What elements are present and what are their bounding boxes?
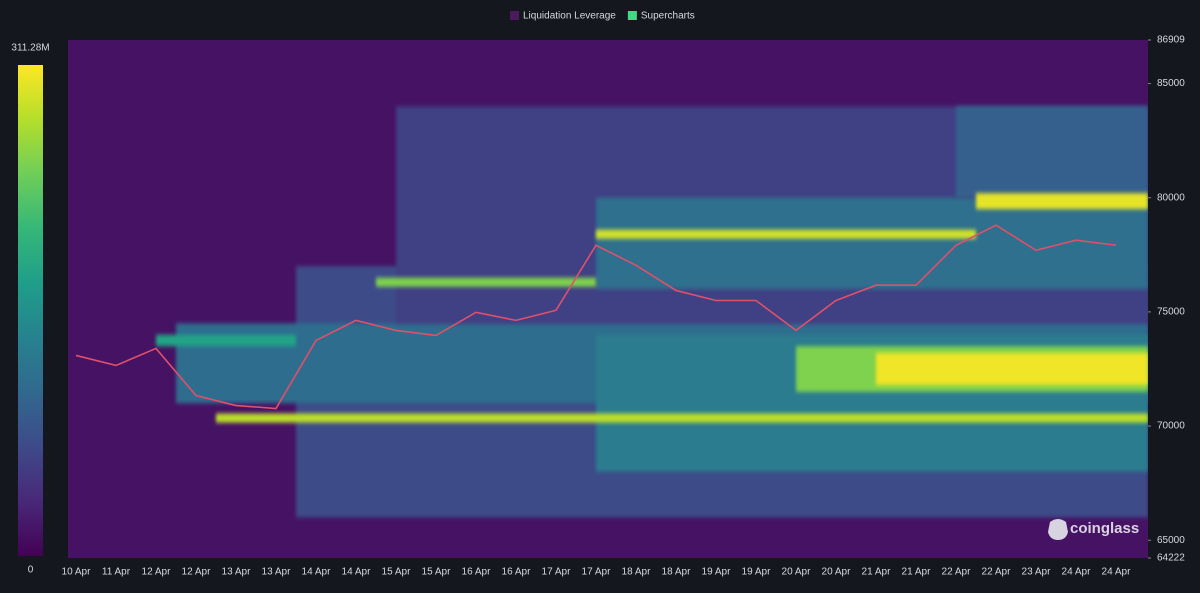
- x-tick-label: 24 Apr: [1062, 567, 1092, 578]
- x-tick-label: 21 Apr: [862, 567, 892, 578]
- logo-icon: [1048, 519, 1068, 540]
- price-line: [75, 224, 1117, 410]
- legend-label: Supercharts: [641, 11, 695, 22]
- x-tick-label: 24 Apr: [1102, 567, 1132, 578]
- x-tick-label: 11 Apr: [102, 567, 131, 578]
- heat-band: [156, 334, 296, 347]
- x-tick-label: 22 Apr: [982, 567, 1012, 578]
- x-tick-label: 20 Apr: [782, 567, 812, 578]
- y-tick-label: 85000: [1157, 78, 1185, 89]
- watermark-text: coinglass: [1070, 520, 1139, 537]
- legend: Liquidation Leverage Supercharts: [510, 11, 695, 22]
- x-tick-label: 17 Apr: [542, 567, 572, 578]
- x-tick-label: 15 Apr: [382, 567, 412, 578]
- x-tick-label: 22 Apr: [942, 567, 972, 578]
- x-tick-label: 19 Apr: [742, 567, 772, 578]
- x-tick-label: 12 Apr: [142, 567, 172, 578]
- x-tick-label: 19 Apr: [702, 567, 732, 578]
- heat-band: [596, 197, 1148, 290]
- y-tick-label: 65000: [1157, 535, 1185, 546]
- x-tick-label: 18 Apr: [622, 567, 652, 578]
- x-tick-label: 17 Apr: [582, 567, 612, 578]
- x-tick-label: 14 Apr: [302, 567, 332, 578]
- heat-band: [376, 277, 596, 287]
- legend-swatch: [510, 11, 519, 20]
- heat-band: [876, 353, 1148, 385]
- colorbar-label: 0: [28, 565, 34, 576]
- x-tick-label: 21 Apr: [902, 567, 932, 578]
- y-tick-label: 80000: [1157, 192, 1185, 203]
- colorbar: [18, 65, 43, 556]
- y-tick-label: 86909: [1157, 35, 1185, 46]
- x-tick-label: 18 Apr: [662, 567, 692, 578]
- x-tick-label: 20 Apr: [822, 567, 852, 578]
- colorbar-label: 311.28M: [11, 43, 49, 54]
- x-tick-label: 12 Apr: [182, 567, 212, 578]
- axes: 10 Apr 11 Apr 12 Apr 12 Apr 13 Apr 13 Apr 14 A…: [11, 35, 1185, 578]
- x-tick-label: 15 Apr: [422, 567, 452, 578]
- y-tick-label: 70000: [1157, 421, 1185, 432]
- x-tick-label: 14 Apr: [342, 567, 372, 578]
- plot-area: [68, 40, 1148, 558]
- x-tick-label: 23 Apr: [1022, 567, 1052, 578]
- heat-band: [216, 413, 1148, 423]
- x-tick-label: 10 Apr: [62, 567, 92, 578]
- x-tick-label: 13 Apr: [222, 567, 252, 578]
- x-tick-label: 16 Apr: [502, 567, 532, 578]
- x-tick-label: 13 Apr: [262, 567, 292, 578]
- heat-band: [596, 229, 976, 239]
- heat-band: [976, 193, 1148, 210]
- y-tick-label: 75000: [1157, 307, 1185, 318]
- watermark: coinglass: [1048, 519, 1139, 540]
- y-tick-label: 64222: [1157, 553, 1185, 564]
- x-tick-label: 16 Apr: [462, 567, 492, 578]
- legend-label: Liquidation Leverage: [523, 11, 616, 22]
- legend-swatch: [627, 11, 637, 20]
- heat-band: [956, 106, 1148, 198]
